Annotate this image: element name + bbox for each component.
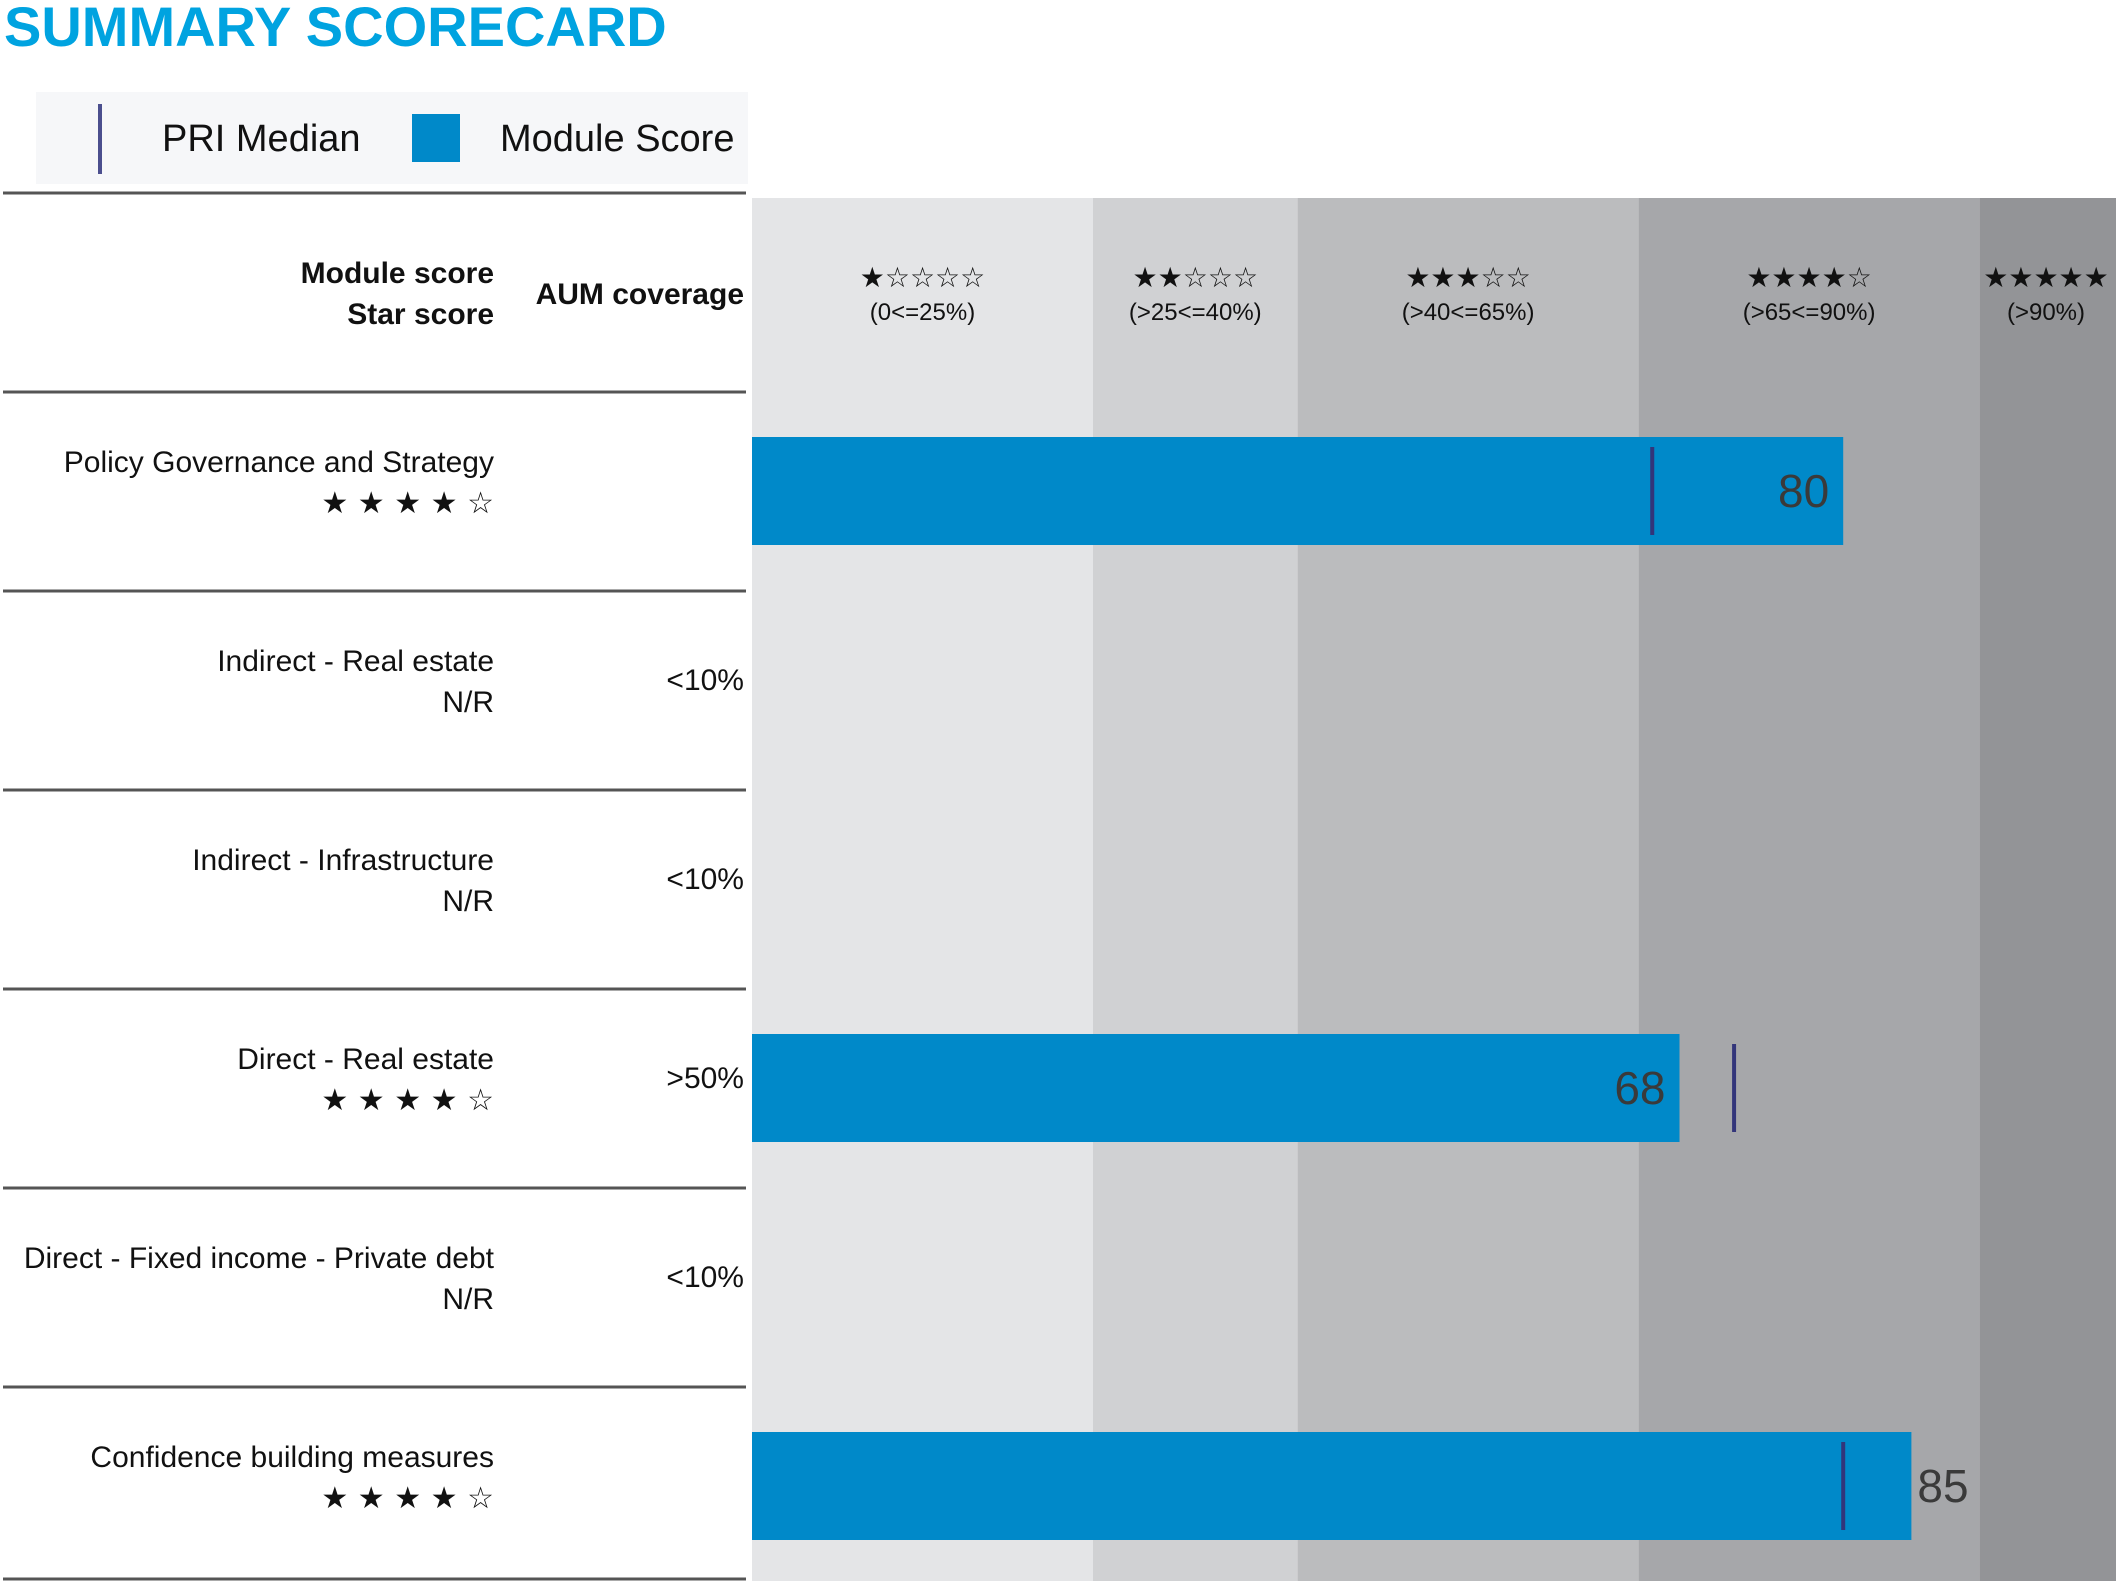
module-score-swatch bbox=[412, 114, 460, 162]
star-score-label: N/R bbox=[442, 1283, 494, 1316]
score-band-4 bbox=[1638, 198, 1980, 1581]
score-band-5 bbox=[1979, 198, 2116, 1581]
page-title: SUMMARY SCORECARD bbox=[4, 0, 667, 58]
module-name-label: Policy Governance and Strategy bbox=[64, 446, 494, 479]
band-star-rating: ★★★★☆ bbox=[1746, 261, 1872, 294]
module-score-bar bbox=[752, 437, 1844, 545]
band-range-label: (>65<=90%) bbox=[1743, 299, 1876, 326]
legend: PRI Median Module Score bbox=[36, 92, 748, 184]
module-name-label: Confidence building measures bbox=[90, 1441, 494, 1474]
star-score-label: N/R bbox=[442, 885, 494, 918]
star-score-label: ★ ★ ★ ★ ☆ bbox=[321, 486, 494, 521]
score-band-2 bbox=[1093, 198, 1298, 1581]
pri-median-swatch bbox=[98, 104, 102, 174]
band-range-label: (>25<=40%) bbox=[1129, 299, 1262, 326]
module-score-value-label: 80 bbox=[1778, 465, 1829, 517]
score-band-1 bbox=[752, 198, 1093, 1581]
pri-median-legend-label: PRI Median bbox=[162, 118, 361, 160]
band-star-rating: ★☆☆☆☆ bbox=[860, 261, 986, 294]
star-score-label: N/R bbox=[442, 686, 494, 719]
band-star-rating: ★★★★★ bbox=[1983, 261, 2109, 294]
score-band-3 bbox=[1297, 198, 1639, 1581]
band-star-rating: ★★☆☆☆ bbox=[1133, 261, 1259, 294]
aum-coverage-value: <10% bbox=[666, 863, 744, 896]
aum-coverage-value: <10% bbox=[666, 1261, 744, 1294]
module-name-label: Indirect - Infrastructure bbox=[192, 844, 494, 877]
module-score-value-label: 68 bbox=[1614, 1062, 1665, 1114]
star-score-header: Star score bbox=[347, 298, 494, 331]
aum-coverage-value: >50% bbox=[666, 1062, 744, 1095]
module-name-label: Indirect - Real estate bbox=[217, 645, 494, 678]
star-score-label: ★ ★ ★ ★ ☆ bbox=[321, 1481, 494, 1516]
module-score-bar bbox=[752, 1034, 1680, 1142]
aum-coverage-value: <10% bbox=[666, 664, 744, 697]
star-score-label: ★ ★ ★ ★ ☆ bbox=[321, 1083, 494, 1118]
band-range-label: (>90%) bbox=[2007, 299, 2085, 326]
aum-coverage-header: AUM coverage bbox=[536, 278, 744, 311]
band-star-rating: ★★★☆☆ bbox=[1405, 261, 1531, 294]
module-name-label: Direct - Fixed income - Private debt bbox=[24, 1242, 495, 1275]
band-range-label: (0<=25%) bbox=[870, 299, 975, 326]
module-score-bar bbox=[752, 1432, 1912, 1540]
module-score-header: Module score bbox=[301, 257, 494, 290]
module-score-value-label: 85 bbox=[1917, 1460, 1968, 1512]
module-score-legend-label: Module Score bbox=[500, 118, 735, 160]
module-name-label: Direct - Real estate bbox=[237, 1043, 494, 1076]
band-range-label: (>40<=65%) bbox=[1402, 299, 1535, 326]
